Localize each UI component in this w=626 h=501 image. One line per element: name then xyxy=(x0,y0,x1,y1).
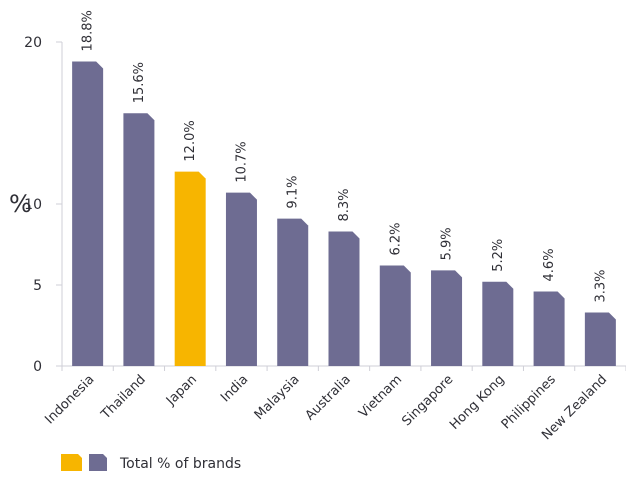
bar-vietnam xyxy=(379,265,411,366)
legend-swatch-default xyxy=(89,454,107,471)
bar-new-zealand xyxy=(584,312,616,366)
y-tick-label: 20 xyxy=(24,35,42,51)
y-tick-label: 10 xyxy=(24,197,42,213)
bar-australia xyxy=(328,231,360,366)
bar-japan xyxy=(174,171,206,366)
bar-data-labels: 18.8% 15.6% 12.0% 10.7% 9.1% 8.3% 6.2% 5.9% 5.2%… xyxy=(81,10,609,302)
category-label: Thailand xyxy=(98,372,149,423)
data-label: 5.2% xyxy=(491,239,506,272)
data-label: 9.1% xyxy=(286,176,301,209)
y-tick-label: 5 xyxy=(33,278,42,294)
y-axis-labels: 0 5 10 20 xyxy=(24,35,42,375)
data-label: 4.6% xyxy=(542,248,557,281)
bar-thailand xyxy=(123,113,155,366)
category-label: Indonesia xyxy=(42,372,97,427)
data-label: 12.0% xyxy=(183,120,198,161)
category-label: Australia xyxy=(303,372,354,423)
data-label: 18.8% xyxy=(81,10,96,51)
y-tick-label: 0 xyxy=(33,359,42,375)
bar-india xyxy=(225,192,257,366)
category-label: Malaysia xyxy=(252,372,303,423)
legend-swatch-highlight xyxy=(61,454,82,471)
category-label: Hong Kong xyxy=(447,372,508,433)
bar-malaysia xyxy=(277,218,309,366)
data-label: 8.3% xyxy=(337,189,352,222)
category-label: Japan xyxy=(163,372,200,409)
bar-singapore xyxy=(431,270,463,366)
y-axis-unit: % xyxy=(9,190,32,218)
category-label: India xyxy=(218,372,251,405)
category-label: Vietnam xyxy=(356,372,405,421)
data-label: 10.7% xyxy=(234,141,249,182)
bar-indonesia xyxy=(72,61,104,366)
legend-label: Total % of brands xyxy=(119,456,241,472)
data-label: 15.6% xyxy=(132,62,147,103)
bar-hong-kong xyxy=(482,281,514,366)
x-axis-labels: Indonesia Thailand Japan India Malaysia Austr… xyxy=(42,372,610,443)
bar-philippines xyxy=(533,291,565,366)
chart-legend: Total % of brands xyxy=(61,454,241,472)
data-label: 3.3% xyxy=(593,270,608,303)
data-label: 5.9% xyxy=(440,227,455,260)
bar-group xyxy=(72,61,616,366)
data-label: 6.2% xyxy=(388,223,403,256)
